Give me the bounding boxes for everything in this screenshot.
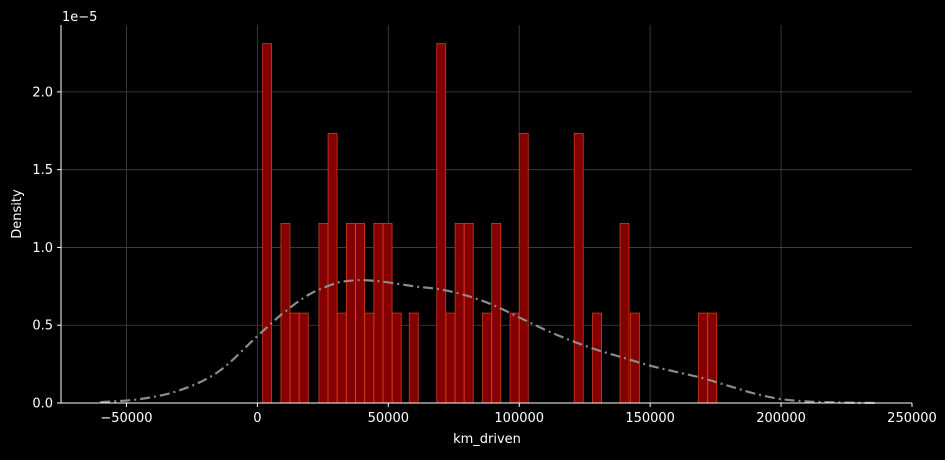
histogram-bar [454, 222, 465, 404]
x-tick-label: 0 [253, 411, 261, 426]
histogram-bar [436, 43, 447, 404]
histogram-bar [491, 222, 502, 404]
y-tick-label: 0.0 [32, 397, 53, 412]
y-tick-label: 1.0 [32, 241, 53, 256]
histogram-bar [592, 312, 602, 404]
y-tick-label: 1.5 [32, 163, 53, 178]
histogram-bar [391, 312, 402, 404]
kde-curve [100, 279, 878, 405]
x-tick-label: 150000 [625, 411, 675, 426]
y-tick-label: 2.0 [32, 85, 53, 100]
histogram-bar [289, 312, 300, 404]
histogram-bar [482, 312, 492, 404]
histogram-bar [262, 43, 273, 404]
x-axis-label: km_driven [453, 432, 521, 447]
histogram-bar [373, 222, 384, 404]
y-offset-label: 1e−5 [62, 10, 97, 25]
histogram-bar [707, 312, 718, 404]
x-tick-label: 250000 [887, 411, 937, 426]
axes [60, 25, 912, 404]
histogram-bar [280, 222, 291, 404]
x-tick-label: 200000 [756, 411, 806, 426]
histogram-bar [346, 222, 356, 404]
histogram-bar [445, 312, 456, 404]
y-axis-label: Density [10, 189, 25, 239]
histogram-bar [518, 133, 529, 404]
x-tick-label: 50000 [368, 411, 409, 426]
x-tick-label: −50000 [100, 411, 152, 426]
histogram-bar [573, 133, 584, 404]
x-axis-ticks: −50000 0 50000 100000 150000 200000 250000 [100, 403, 937, 426]
histogram-bar [364, 312, 375, 404]
y-tick-label: 0.5 [32, 319, 53, 334]
histogram-bar [408, 312, 419, 404]
histogram-bar [327, 133, 338, 404]
histogram-bar [336, 312, 347, 404]
histogram-bar [355, 222, 365, 404]
histogram-bar [630, 312, 640, 404]
histogram-bar [318, 222, 329, 404]
histogram-bar [298, 312, 309, 404]
histogram-bar [619, 222, 630, 404]
histogram-bar [509, 312, 520, 404]
histogram-bar [698, 312, 708, 404]
histogram-bar [463, 222, 474, 404]
histogram-bar [382, 222, 393, 404]
x-tick-label: 100000 [494, 411, 544, 426]
y-axis-ticks: 0.0 0.5 1.0 1.5 2.0 [32, 85, 61, 412]
